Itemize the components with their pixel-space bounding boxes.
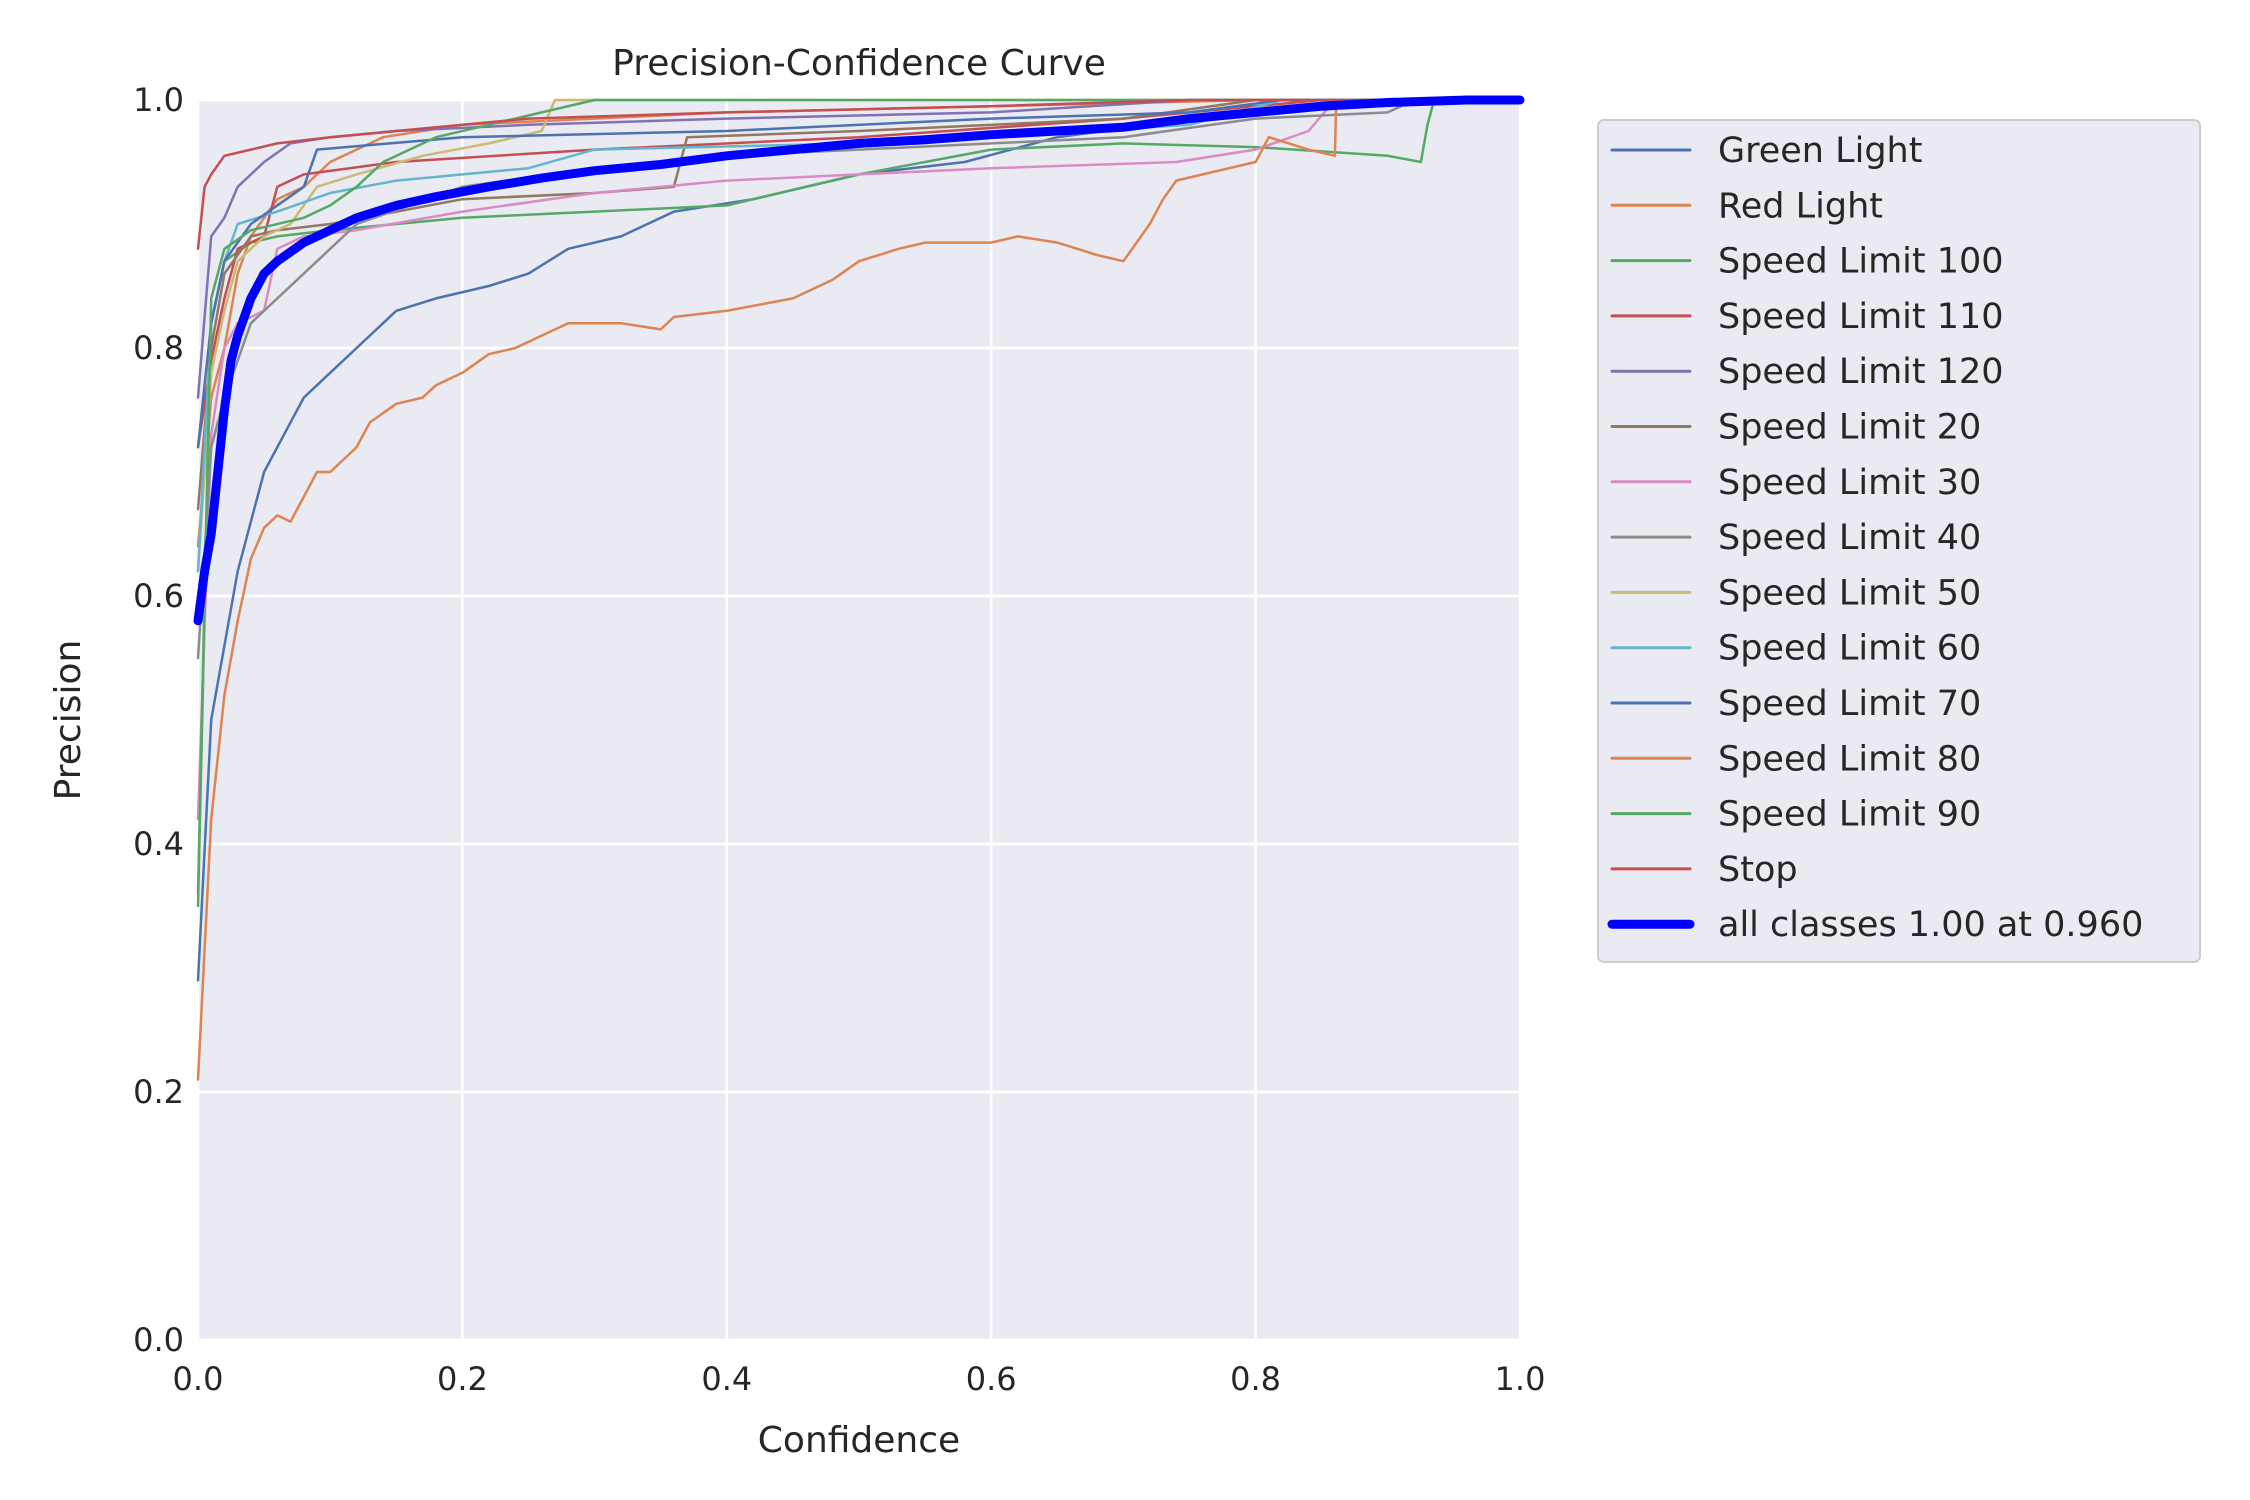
y-axis-label: Precision <box>48 640 89 801</box>
legend-label: Speed Limit 20 <box>1718 408 1981 448</box>
legend-label: Speed Limit 70 <box>1718 684 1981 724</box>
legend-box <box>1597 119 2201 963</box>
series-line-5 <box>196 98 1522 511</box>
y-tick-label: 0.6 <box>133 577 184 615</box>
legend-label: Red Light <box>1718 186 1883 226</box>
x-tick-label: 0.0 <box>173 1360 224 1398</box>
grid-lines <box>196 98 1522 1342</box>
legend: Green Light Red Light Speed Limit 100 Speed… <box>1597 119 2201 963</box>
y-tick-label: 0.2 <box>133 1073 184 1111</box>
series-line-10 <box>196 98 1522 449</box>
x-tick-label: 1.0 <box>1495 1360 1546 1398</box>
plot-area <box>198 100 1520 1340</box>
legend-label: Green Light <box>1718 131 1922 171</box>
series-line-8 <box>196 98 1522 573</box>
legend-label: Speed Limit 120 <box>1718 352 2004 392</box>
x-tick-label: 0.2 <box>437 1360 488 1398</box>
legend-label: Stop <box>1718 850 1798 890</box>
x-tick-label: 0.6 <box>966 1360 1017 1398</box>
legend-label: Speed Limit 60 <box>1718 629 1981 669</box>
x-tick-label: 0.4 <box>701 1360 752 1398</box>
series-line-12 <box>196 98 1522 895</box>
y-tick-label: 1.0 <box>133 81 184 119</box>
legend-label: all classes 1.00 at 0.960 <box>1718 905 2143 945</box>
legend-label: Speed Limit 100 <box>1718 242 2004 282</box>
x-tick-label: 0.8 <box>1230 1360 1281 1398</box>
y-tick-label: 0.4 <box>133 825 184 863</box>
tick-labels: 0.0 0.2 0.4 0.6 0.8 1.0 0.0 0.2 0.4 0.6 0.8 1.0 <box>133 81 1545 1398</box>
y-tick-label: 0.8 <box>133 329 184 367</box>
series-line-0 <box>196 98 1522 982</box>
legend-label: Speed Limit 80 <box>1718 739 1981 779</box>
legend-label: Speed Limit 40 <box>1718 518 1981 558</box>
series-layer <box>193 95 1525 1081</box>
legend-items: Green Light Red Light Speed Limit 100 Speed… <box>1607 131 2143 945</box>
legend-label: Speed Limit 30 <box>1718 463 1981 503</box>
y-tick-label: 0.0 <box>133 1321 184 1359</box>
series-line-14 <box>193 95 1525 626</box>
legend-label: Speed Limit 90 <box>1718 795 1981 835</box>
x-axis-label: Confidence <box>758 1420 960 1461</box>
chart-title: Precision-Confidence Curve <box>612 43 1106 84</box>
series-line-7 <box>196 98 1522 660</box>
series-line-13 <box>196 98 1522 251</box>
series-line-11 <box>196 98 1522 1081</box>
legend-label: Speed Limit 110 <box>1718 297 2004 337</box>
legend-label: Speed Limit 50 <box>1718 573 1981 613</box>
